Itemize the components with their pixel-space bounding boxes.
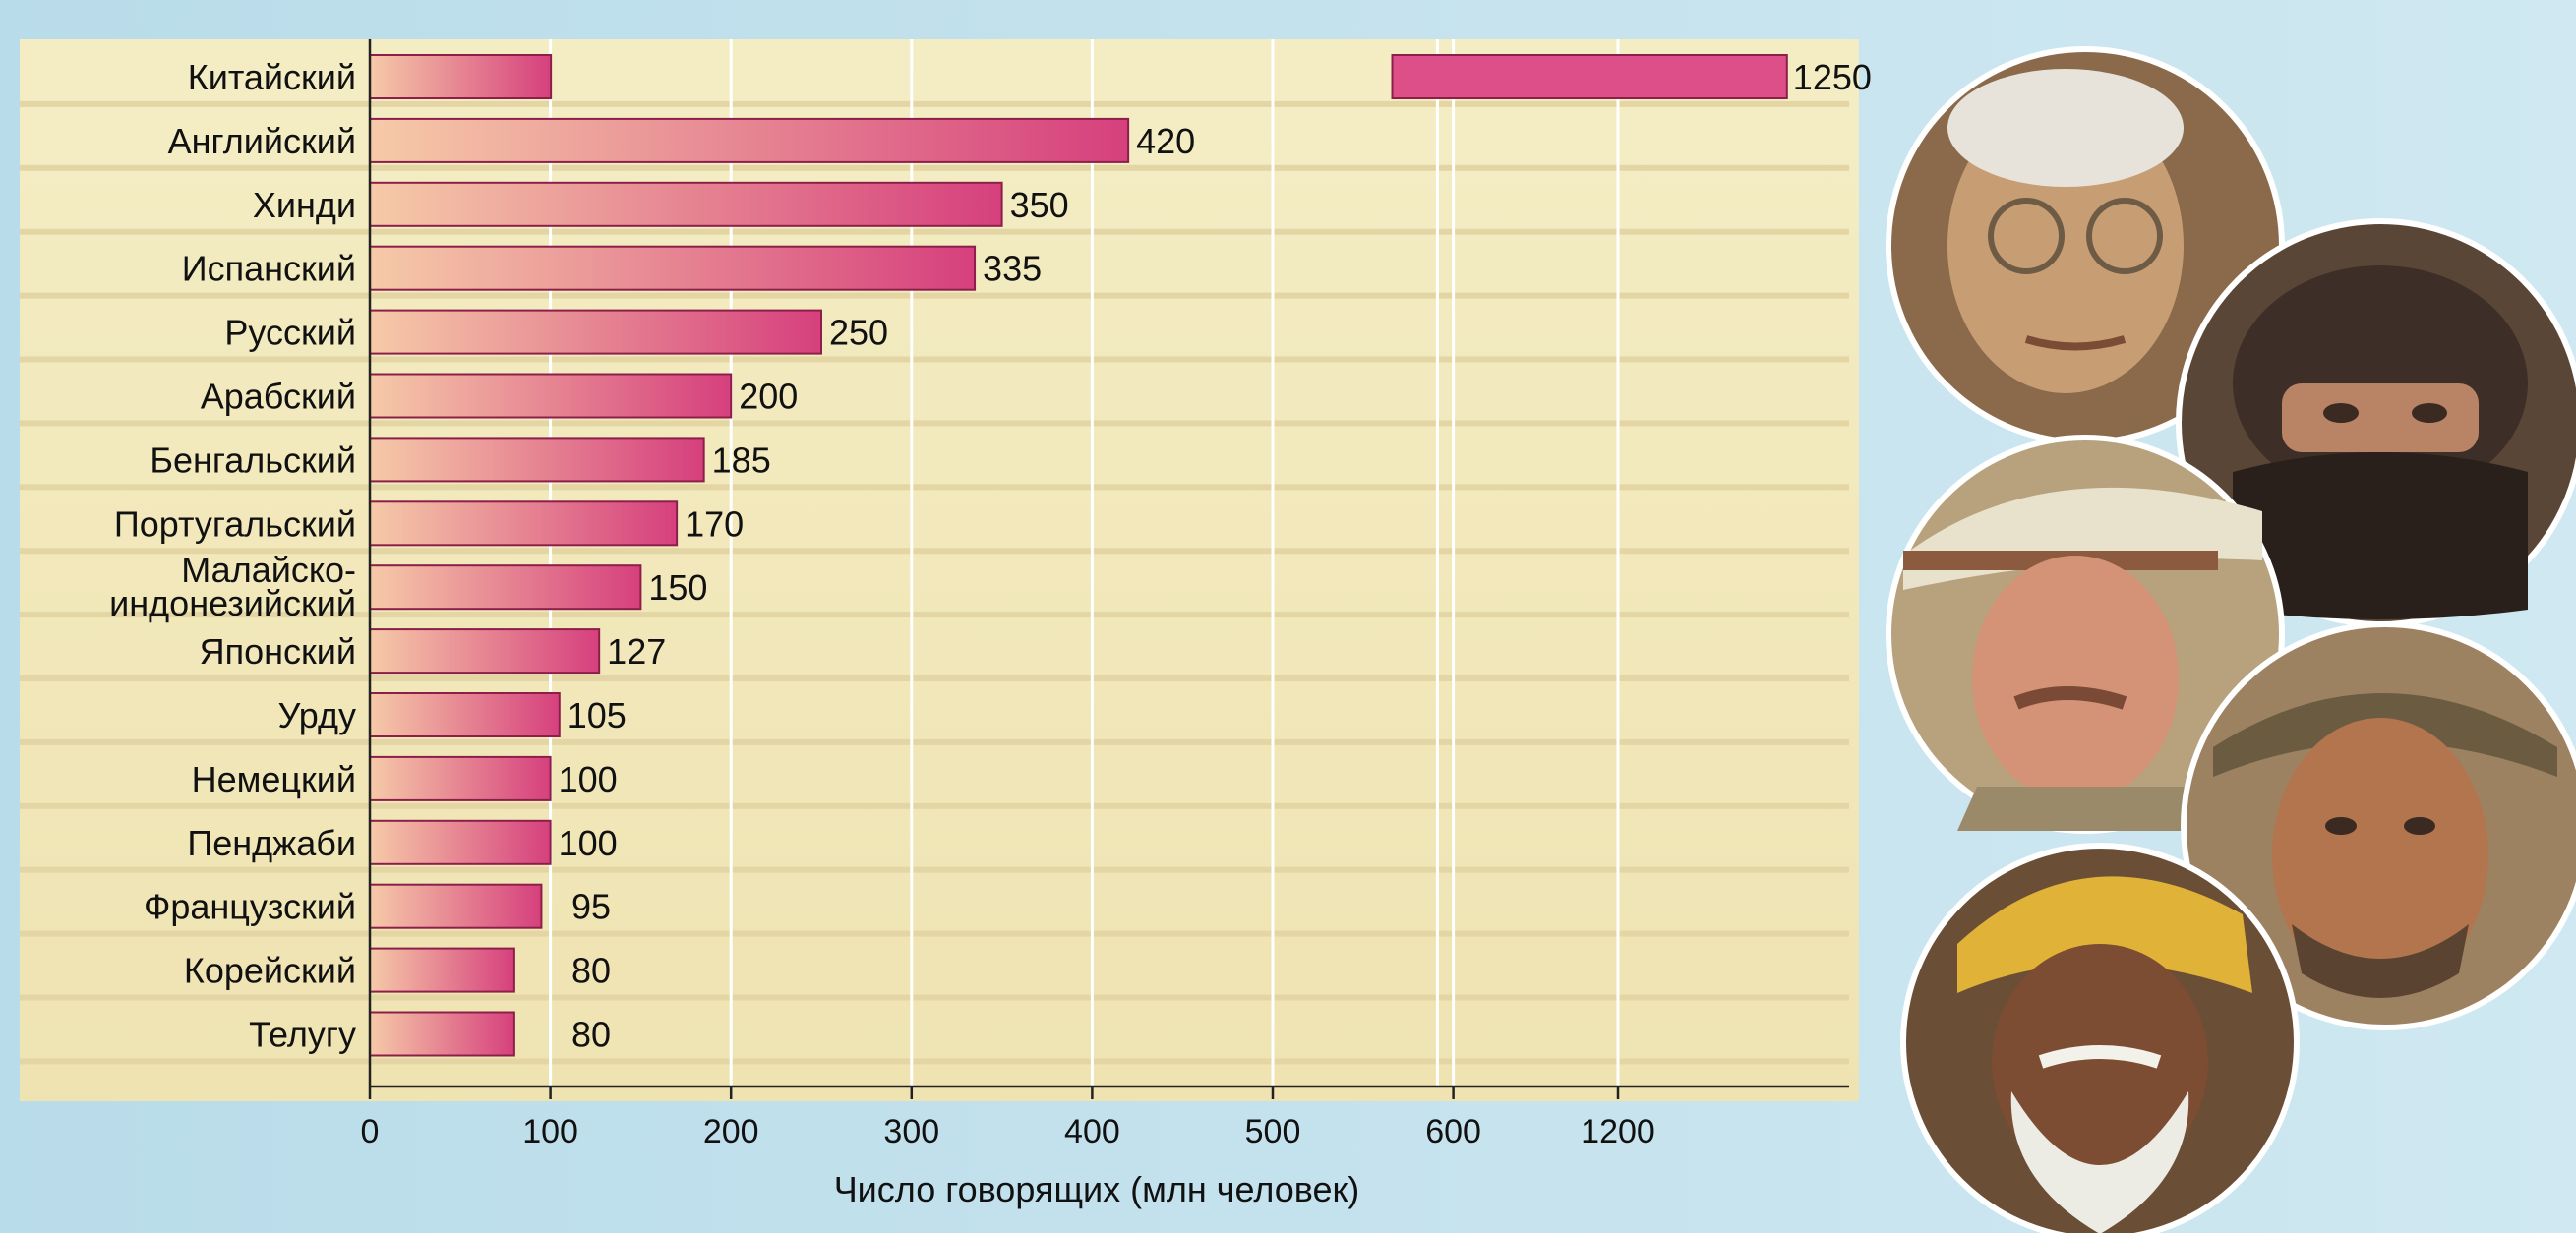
value-label: 95: [571, 887, 611, 927]
value-label: 335: [983, 249, 1042, 289]
row-stripe: [20, 420, 1849, 427]
bar: [369, 1011, 515, 1057]
bar: [369, 819, 552, 865]
value-label: 350: [1010, 185, 1069, 225]
bar: [369, 437, 705, 483]
man-in-cap-photo: [1886, 435, 2285, 834]
tick-label: 1200: [1581, 1113, 1655, 1150]
bar: [369, 54, 553, 99]
category-label: Телугу: [249, 1015, 356, 1055]
category-label: Английский: [168, 121, 356, 161]
row-stripe: [20, 994, 1849, 1001]
value-label: 80: [571, 1015, 611, 1055]
value-label: 100: [559, 759, 618, 799]
category-label: Испанский: [182, 249, 356, 289]
bar: [369, 755, 552, 801]
bar: [369, 181, 1003, 227]
value-label: 170: [685, 503, 744, 544]
category-label: Немецкий: [192, 759, 356, 799]
row-stripe: [20, 612, 1849, 618]
bar: [369, 309, 822, 355]
value-label: 105: [568, 695, 627, 735]
row-stripe: [20, 548, 1849, 555]
category-label: Пенджаби: [187, 823, 356, 863]
row-stripe: [20, 866, 1849, 873]
bar: [369, 947, 515, 993]
bar: [369, 500, 679, 547]
row-stripe: [20, 484, 1849, 491]
category-labels: Китайский Английский Хинди Испанский Русский…: [109, 57, 356, 1055]
tick-label: 0: [361, 1113, 380, 1150]
category-label: Корейский: [184, 951, 356, 991]
bar: [369, 245, 977, 291]
row-stripe: [20, 228, 1849, 235]
value-labels: 1250 420 350 335 250 200 185 170 150 127 105 100 100…: [559, 57, 1872, 1055]
bars: [369, 54, 1788, 1057]
row-stripes: [20, 100, 1849, 1065]
value-label: 250: [829, 313, 888, 353]
tick-label: 500: [1245, 1113, 1301, 1150]
veiled-man-photo: [2176, 218, 2576, 627]
row-stripe: [20, 802, 1849, 809]
man-in-turban-photo: [1900, 843, 2300, 1233]
category-label: Бенгальский: [150, 440, 356, 480]
bar: [1391, 54, 1788, 99]
category-label: Китайский: [188, 57, 356, 97]
value-label: 80: [571, 951, 611, 991]
elderly-man-glasses-photo: [1886, 46, 2285, 445]
bar: [369, 692, 561, 737]
category-label: Португальский: [114, 503, 356, 544]
tick-label: 300: [883, 1113, 939, 1150]
photo-collage: [1886, 46, 2576, 1233]
category-label: Русский: [224, 313, 356, 353]
bar: [369, 117, 1130, 163]
tick-label: 400: [1064, 1113, 1120, 1150]
row-stripe: [20, 164, 1849, 171]
bar: [369, 883, 543, 929]
bar: [369, 373, 733, 419]
value-label: 127: [607, 631, 666, 672]
value-label: 185: [712, 440, 771, 480]
bar: [369, 564, 642, 611]
category-label: Французский: [144, 887, 356, 927]
tick-label: 100: [522, 1113, 578, 1150]
row-stripe: [20, 930, 1849, 937]
value-label: 150: [648, 567, 707, 608]
row-stripe: [20, 675, 1849, 681]
bar: [369, 628, 601, 675]
row-stripe: [20, 1058, 1849, 1065]
x-axis-title: Число говорящих (млн человек): [834, 1169, 1360, 1209]
value-label: 100: [559, 823, 618, 863]
value-label: 200: [739, 377, 798, 417]
tick-label: 200: [703, 1113, 759, 1150]
x-ticks: 0 100 200 300 400 500 600 1200: [361, 1086, 1655, 1150]
tick-label: 600: [1425, 1113, 1481, 1150]
row-stripe: [20, 738, 1849, 745]
man-in-headwrap-photo: [2181, 621, 2576, 1030]
category-label: Урду: [278, 695, 356, 735]
category-label: Арабский: [201, 377, 356, 417]
row-stripe: [20, 100, 1849, 107]
value-label: 1250: [1793, 57, 1872, 97]
row-stripe: [20, 356, 1849, 363]
category-label: Японский: [200, 631, 356, 672]
value-label: 420: [1136, 121, 1195, 161]
row-stripe: [20, 292, 1849, 299]
category-label: Хинди: [253, 185, 356, 225]
category-label: Малайско-индонезийский: [109, 550, 356, 623]
